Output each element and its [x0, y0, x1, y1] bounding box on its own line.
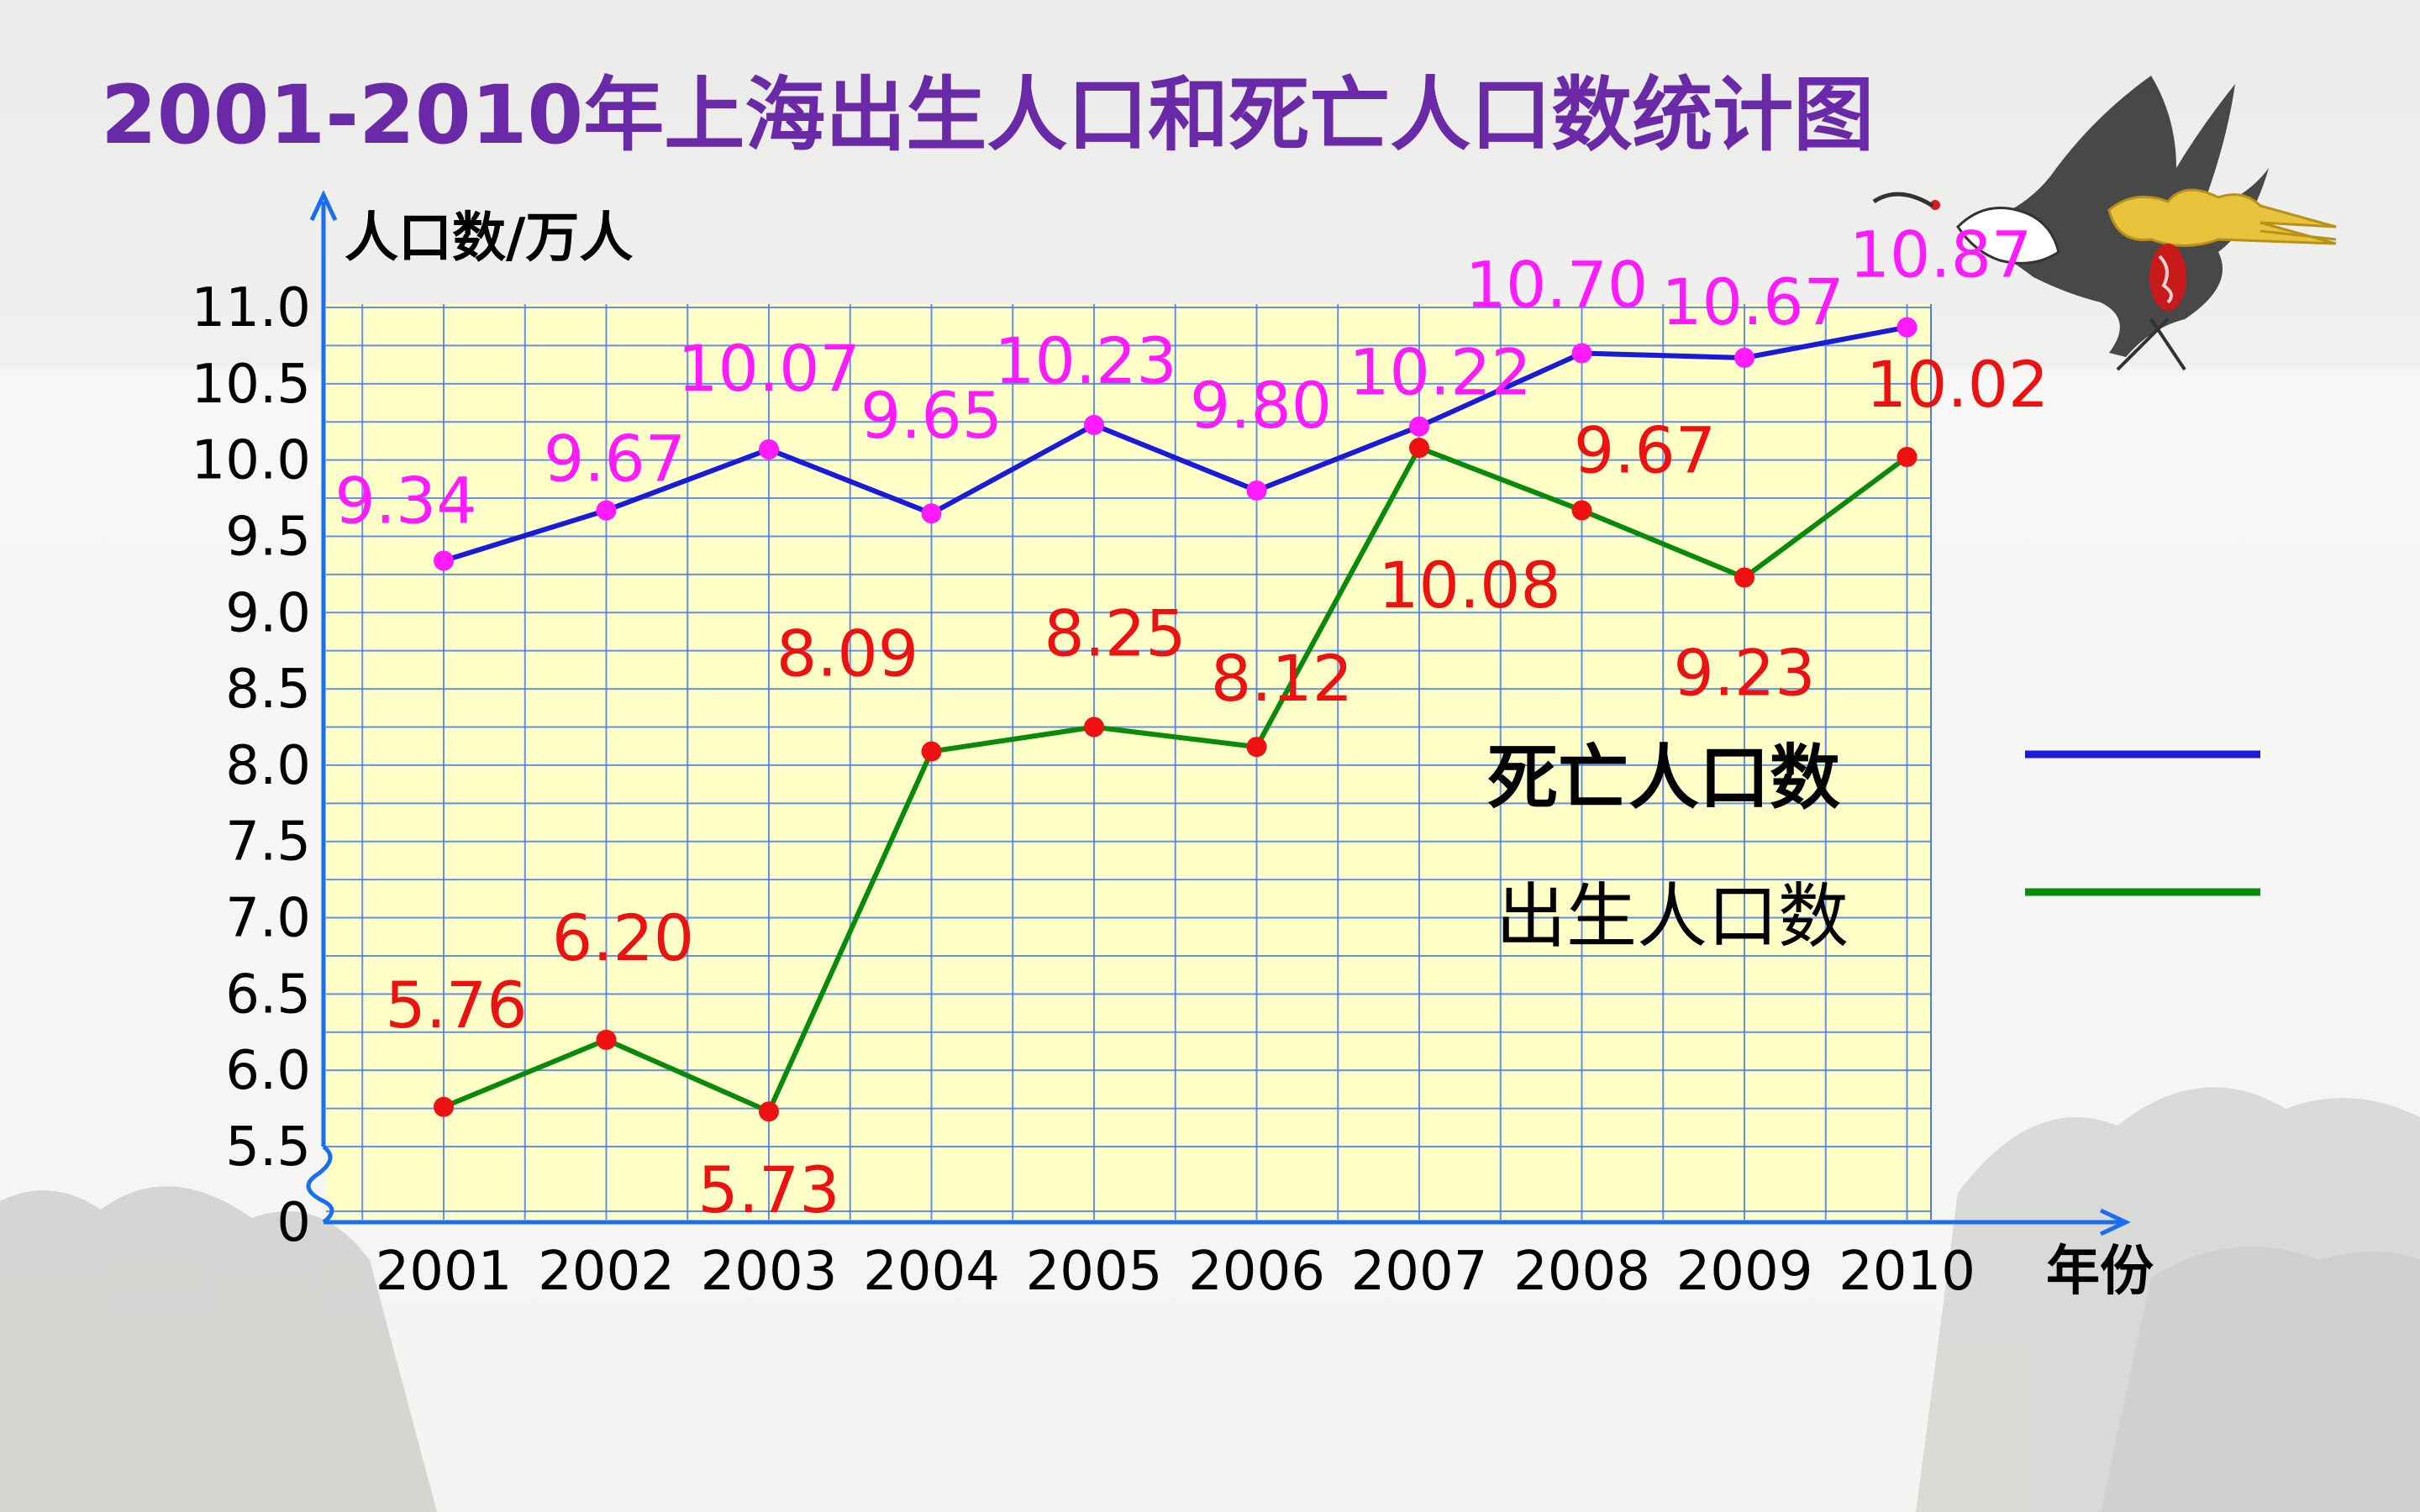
data-label: 9.67: [544, 422, 686, 496]
y-axis-break: [306, 1145, 334, 1224]
data-point: [1246, 480, 1267, 501]
x-tick-label: 2008: [1513, 1241, 1650, 1303]
x-tick-label: 2001: [376, 1241, 513, 1303]
data-point: [1246, 737, 1267, 758]
data-label: 8.09: [776, 617, 918, 691]
legend: 死亡人口数 出生人口数: [1487, 737, 2260, 958]
x-tick-label: 2009: [1676, 1241, 1813, 1303]
data-label: 10.70: [1465, 247, 1649, 322]
x-tick-label: 2005: [1026, 1241, 1163, 1303]
data-point: [759, 1101, 779, 1122]
data-point: [1734, 567, 1754, 588]
data-label: 9.23: [1673, 635, 1815, 710]
data-label: 10.07: [677, 331, 860, 406]
y-tick-label: 10.5: [192, 354, 312, 416]
x-axis-label: 年份: [2046, 1241, 2154, 1303]
data-label: 10.87: [1849, 218, 2033, 292]
y-tick-label: 9.0: [225, 582, 311, 644]
data-point: [1897, 447, 1918, 468]
data-point: [921, 503, 942, 524]
data-label: 6.20: [552, 900, 694, 975]
y-tick-label: 7.0: [225, 888, 311, 950]
grid: [326, 304, 1932, 1220]
data-point: [1571, 500, 1592, 521]
y-tick-label: 6.5: [225, 963, 311, 1026]
data-point: [1897, 317, 1918, 338]
y-tick-label: 11.0: [192, 277, 312, 339]
data-point: [1571, 343, 1592, 364]
data-point: [434, 1096, 454, 1117]
series-line-death: [443, 324, 1908, 564]
data-point: [596, 500, 617, 521]
data-label: 10.23: [994, 323, 1177, 398]
legend-label-death: 死亡人口数: [1487, 737, 1840, 819]
data-label: 10.08: [1378, 548, 1561, 622]
data-point: [759, 438, 779, 459]
y-tick-labels: 0 5.5 6.0 6.5 7.0 7.5 8.0 8.5 9.0 9.5 10.0 10.5 11.0: [192, 277, 312, 1254]
x-tick-label: 2006: [1188, 1241, 1325, 1303]
data-point: [921, 741, 942, 762]
series: [434, 317, 1918, 1122]
y-tick-label: 5.5: [225, 1116, 311, 1179]
y-tick-label: 7.5: [225, 811, 311, 874]
data-label: 8.25: [1044, 596, 1186, 671]
data-label: 9.67: [1574, 413, 1716, 488]
y-tick-label: 8.0: [225, 735, 311, 797]
data-label: 10.02: [1866, 347, 2049, 422]
y-axis-arrow: [309, 190, 338, 222]
data-label: 9.65: [860, 378, 1002, 453]
y-tick-label: 9.5: [225, 506, 311, 568]
cloud-icon: [2107, 188, 2337, 247]
data-point: [1734, 347, 1754, 368]
axes: [306, 190, 2131, 1236]
data-point: [1084, 414, 1104, 435]
data-label: 9.34: [334, 464, 476, 538]
y-tick-label: 0: [276, 1192, 311, 1254]
data-label: 8.12: [1211, 641, 1353, 716]
data-point: [434, 550, 454, 571]
data-point: [596, 1029, 617, 1050]
data-point: [1084, 717, 1104, 738]
x-tick-label: 2004: [863, 1241, 1000, 1303]
data-point: [1409, 438, 1429, 459]
x-tick-labels: 2001 2002 2003 2004 2005 2006 2007 2008 2009 2010: [376, 1241, 1975, 1303]
y-tick-label: 6.0: [225, 1040, 311, 1102]
seal-icon: [2149, 244, 2186, 311]
y-tick-label: 10.0: [192, 430, 312, 492]
y-tick-label: 8.5: [225, 659, 311, 721]
data-label: 10.22: [1349, 335, 1532, 410]
data-label: 5.76: [385, 968, 527, 1042]
series-line-birth: [442, 444, 1909, 1116]
y-axis-label: 人口数/万人: [345, 207, 633, 270]
x-tick-label: 2003: [701, 1241, 838, 1303]
legend-label-birth: 出生人口数: [1496, 875, 1849, 958]
mountain-icon: [0, 1087, 2420, 1512]
data-label: 10.67: [1661, 265, 1844, 339]
data-label: 9.80: [1190, 368, 1332, 443]
x-axis-arrow: [2099, 1208, 2131, 1236]
x-tick-label: 2002: [538, 1241, 675, 1303]
data-label: 5.73: [697, 1152, 839, 1227]
x-tick-label: 2010: [1839, 1241, 1975, 1303]
data-point: [1409, 416, 1429, 437]
chart-title: 2001-2010年上海出生人口和死亡人口数统计图: [101, 68, 1874, 162]
x-tick-label: 2007: [1351, 1241, 1488, 1303]
